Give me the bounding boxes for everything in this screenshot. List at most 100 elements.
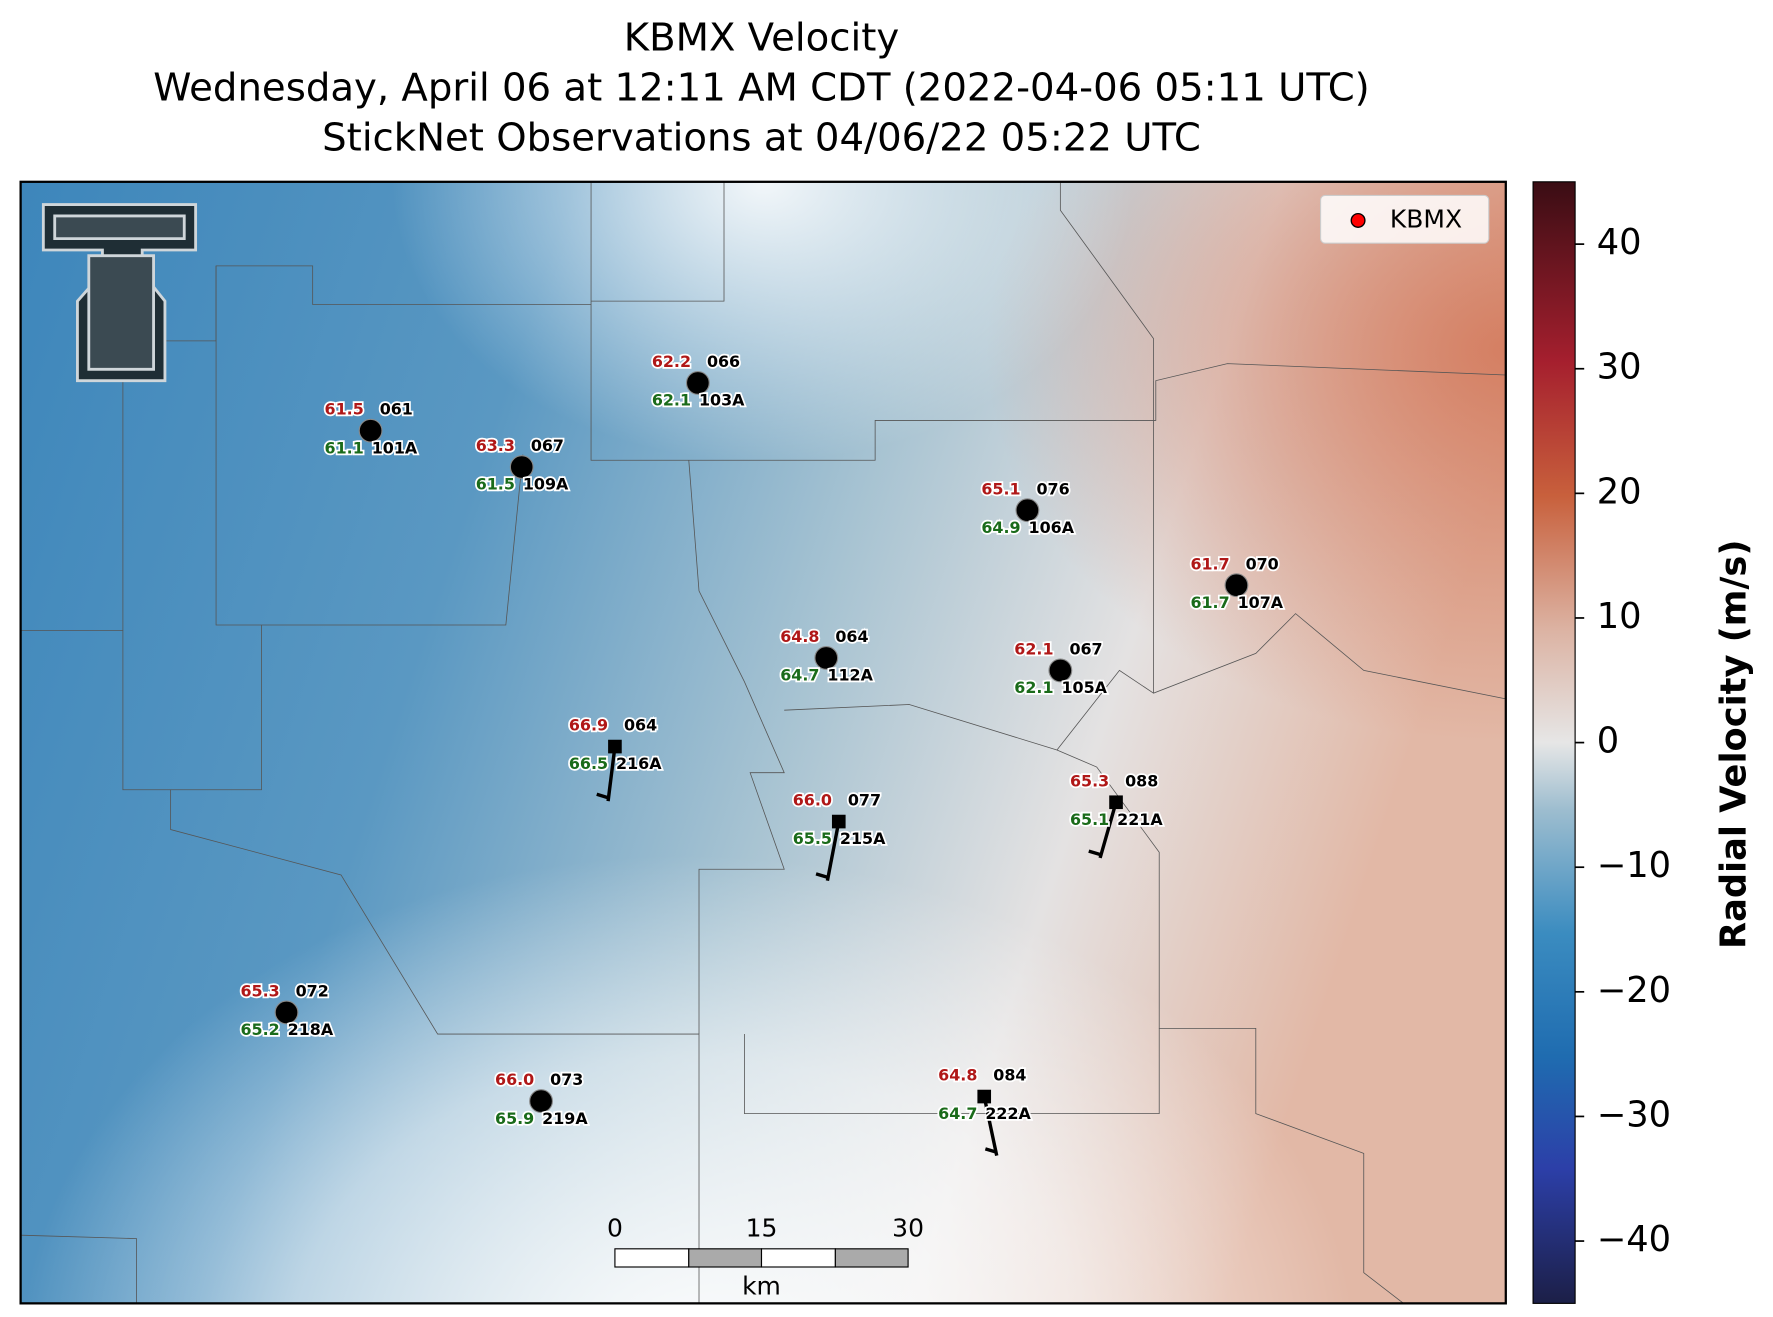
station: 65.1 076 64.9 106A	[980, 478, 1077, 539]
colorbar-tick-label: 20	[1597, 471, 1642, 512]
station-marker	[685, 371, 710, 395]
dewpoint: 64.7	[938, 1104, 977, 1123]
colorbar-tick-label: −40	[1597, 1219, 1671, 1260]
temperature: 62.2	[652, 352, 691, 371]
station: 66.0 073 65.9 219A	[493, 1068, 590, 1129]
scale-tick-label: 0	[607, 1214, 623, 1243]
station-marker	[529, 1089, 553, 1114]
title-line: Wednesday, April 06 at 12:11 AM CDT (202…	[153, 65, 1370, 110]
station-marker	[1048, 658, 1073, 683]
dewpoint: 65.9	[495, 1109, 534, 1128]
station-id: 107A	[1238, 593, 1284, 612]
wind-barb-flag	[596, 792, 609, 800]
dewpoint: 64.9	[981, 518, 1020, 537]
temperature: 66.0	[793, 791, 832, 810]
station-marker	[1224, 573, 1249, 598]
dewpoint: 62.1	[1014, 678, 1053, 697]
radar-map	[20, 181, 1506, 1304]
station-id: 221A	[1117, 810, 1163, 829]
dewpoint: 65.2	[240, 1020, 279, 1039]
station-id: 106A	[1029, 518, 1075, 537]
wind-barb	[1098, 801, 1118, 859]
wind-direction: 073	[550, 1070, 583, 1089]
colorbar	[1532, 181, 1576, 1304]
station: 64.8 084 64.7 222A	[936, 1064, 1033, 1156]
station-marker	[977, 1089, 992, 1104]
map-frame	[19, 180, 1507, 1305]
legend-marker	[1350, 212, 1366, 228]
station: 66.0 077 65.5 215A	[791, 789, 888, 881]
temperature: 66.0	[495, 1070, 534, 1089]
colorbar-tick-label: −20	[1597, 970, 1671, 1011]
scale-tick-label: 30	[892, 1214, 924, 1243]
station-marker	[608, 739, 622, 754]
wind-direction: 077	[848, 791, 881, 810]
station-marker	[1109, 795, 1123, 810]
wind-direction: 067	[1069, 639, 1102, 658]
temperature: 64.8	[938, 1066, 977, 1085]
temperature: 64.8	[780, 627, 819, 646]
station-id: 218A	[288, 1020, 334, 1039]
temperature: 65.3	[240, 982, 279, 1001]
scale-bar: km	[614, 1248, 909, 1300]
station-id: 216A	[616, 754, 662, 773]
county-lines	[20, 181, 1506, 1304]
colorbar-tick-label: 40	[1597, 222, 1642, 263]
dewpoint: 65.5	[793, 829, 832, 848]
temperature: 66.9	[569, 716, 608, 735]
dewpoint: 64.7	[780, 666, 819, 685]
colorbar-tick-label: 0	[1597, 721, 1619, 762]
wind-direction: 067	[531, 436, 564, 455]
station: 61.7 070 61.7 107A	[1189, 553, 1286, 614]
velocity-field	[20, 181, 1506, 1304]
station-marker	[1015, 498, 1040, 523]
temperature: 61.7	[1190, 554, 1229, 573]
station-id: 112A	[827, 666, 873, 685]
station: 66.9 064 66.5 216A	[567, 714, 664, 802]
station-id: 101A	[372, 438, 418, 457]
title-line: StickNet Observations at 04/06/22 05:22 …	[322, 115, 1201, 160]
title-line: KBMX Velocity	[624, 15, 899, 60]
dewpoint: 62.1	[652, 391, 691, 410]
dewpoint: 61.5	[476, 475, 515, 494]
wind-barb-flag	[1088, 849, 1101, 857]
scale-segment	[760, 1248, 836, 1268]
station-id: 215A	[840, 829, 886, 848]
station: 63.3 067 61.5 109A	[474, 434, 571, 495]
wind-direction: 072	[296, 982, 329, 1001]
dewpoint: 61.7	[1190, 593, 1229, 612]
station-id: 105A	[1061, 678, 1107, 697]
station: 65.3 088 65.1 221A	[1068, 770, 1165, 859]
station-marker	[814, 646, 839, 670]
station: 62.1 067 62.1 105A	[1013, 638, 1110, 699]
station: 61.5 061 61.1 101A	[323, 398, 420, 459]
station-marker	[509, 455, 534, 479]
dewpoint: 66.5	[569, 754, 608, 773]
temperature: 61.5	[325, 400, 364, 419]
wind-direction: 088	[1125, 771, 1158, 790]
legend: KBMX	[1320, 194, 1490, 244]
station-marker	[274, 1000, 299, 1025]
station: 62.2 066 62.1 103A	[650, 350, 747, 411]
colorbar-tick-label: −10	[1597, 845, 1671, 886]
station-id: 103A	[699, 391, 745, 410]
station: 64.8 064 64.7 112A	[779, 625, 876, 686]
scale-segment	[834, 1248, 909, 1268]
temperature: 63.3	[476, 436, 515, 455]
legend-label: KBMX	[1390, 204, 1462, 233]
dewpoint: 61.1	[325, 438, 364, 457]
wind-barb-flag	[984, 1147, 998, 1154]
station-id: 219A	[542, 1109, 588, 1128]
legend-box	[1320, 194, 1490, 244]
scale-segment	[688, 1248, 763, 1268]
wind-direction: 084	[993, 1066, 1026, 1085]
wind-barb	[982, 1096, 999, 1156]
wind-barb-flag	[815, 872, 828, 879]
temperature: 62.1	[1014, 639, 1053, 658]
scale-tick-label: 15	[746, 1214, 778, 1243]
scale-unit: km	[742, 1271, 781, 1300]
station: 65.3 072 65.2 218A	[239, 980, 336, 1041]
colorbar-tick-label: 30	[1597, 347, 1642, 388]
temperature: 65.3	[1070, 771, 1109, 790]
